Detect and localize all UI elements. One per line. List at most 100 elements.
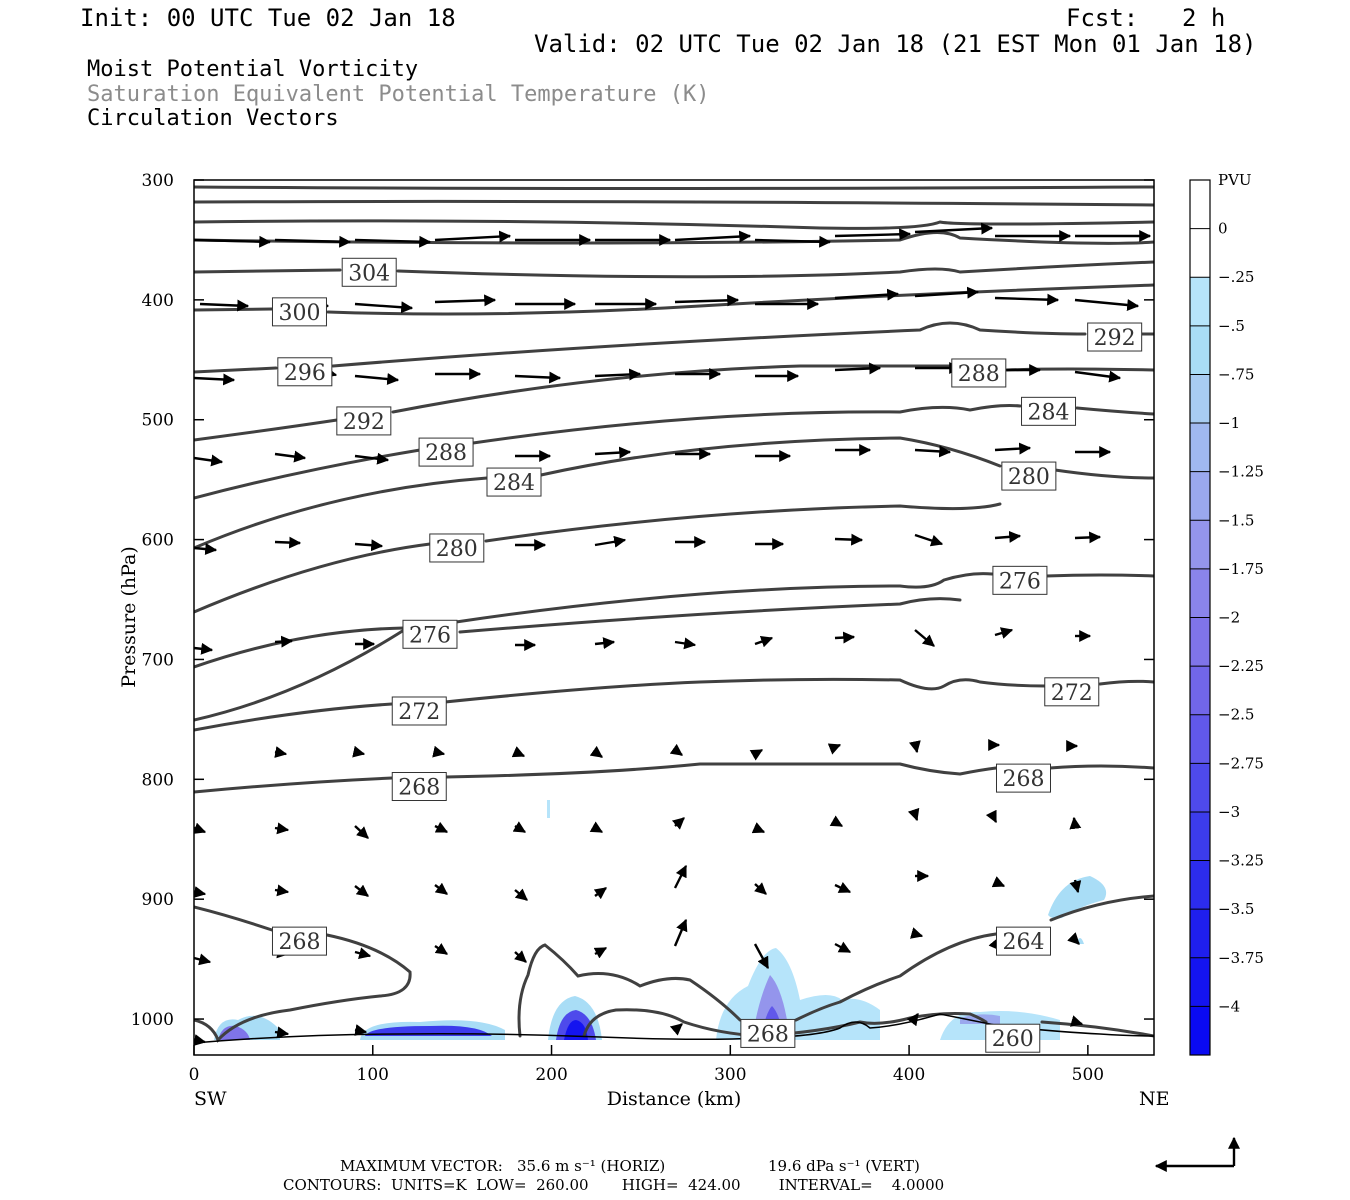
colorbar-swatch [1190,228,1210,278]
wind-vector [674,230,752,243]
wind-vector [274,822,290,835]
contour-label-box [995,763,1051,793]
contour-label: 280 [1008,465,1050,490]
theta-contours [194,185,1154,1043]
wind-vector [829,815,844,828]
wind-vector [593,887,607,900]
contour-line [194,219,1154,230]
wind-vector [753,882,767,895]
wind-vector [671,817,685,830]
x-tick-label: 300 [714,1065,746,1085]
wind-vector [274,450,307,463]
contour-label: 280 [436,537,478,562]
wind-vector [674,294,740,307]
contour-line [194,260,1154,279]
endpoint-left: SW [194,1088,227,1110]
wind-vector [354,301,414,314]
wind-vector [834,288,900,301]
max-vector-label: MAXIMUM VECTOR: [340,1157,503,1175]
wind-vector [994,530,1022,543]
wind-vector [194,642,214,655]
contour-label: 276 [409,623,451,648]
contour-label-box [277,357,333,387]
wind-vector [274,536,302,549]
contour-line [194,762,1154,794]
wind-vector [754,635,774,648]
contour-label-box [336,406,392,436]
contour-label-box [429,533,485,563]
wind-vector [1069,879,1082,894]
contour-line [194,677,1154,732]
contour-label: 288 [958,362,1000,387]
contour-label: 260 [992,1027,1034,1052]
contour-label: 268 [1002,767,1044,792]
colorbar-label: −2 [1218,609,1240,627]
contour-line [517,894,1154,1038]
pv-shading [214,800,1107,1040]
contour-line [194,502,1002,614]
y-axis-title: Pressure (hPa) [118,546,140,688]
x-tick-label: 400 [893,1065,925,1085]
contour-label-box [1044,677,1100,707]
contour-label: 292 [343,410,385,435]
wind-vector [749,748,764,761]
contour-line [194,199,1154,207]
wind-vector [834,941,852,954]
colorbar-swatch [1190,617,1210,667]
y-tick-label: 400 [142,291,174,311]
wind-vector [324,366,338,379]
wind-vector [594,446,632,459]
wind-vector [354,884,369,897]
contour-line [194,283,1154,316]
contour-label: 272 [1051,681,1093,706]
contour-label-box [418,437,474,467]
colorbar-label: −.75 [1218,365,1254,383]
contour-line [582,1008,1154,1038]
contour-label-box [740,1018,796,1048]
colorbar-swatch [1190,811,1210,862]
wind-vector [434,821,449,834]
contour-label-box [1021,396,1077,426]
wind-vector [994,627,1014,639]
wind-vector [514,888,528,901]
pv-shade-surface-west-core [218,1025,250,1040]
wind-vector [751,822,766,834]
x-axis-title: Distance (km) [607,1088,742,1110]
contour-label: 264 [1002,930,1044,955]
wind-vector [907,807,920,822]
wind-vector [834,631,856,644]
colorbar-swatch [1190,763,1210,813]
contour-label: 268 [278,930,320,955]
contour-label: 300 [278,301,320,326]
wind-vector [1067,932,1080,945]
contour-label: 304 [348,261,390,286]
wind-vector [274,746,288,758]
wind-vector [1069,816,1082,830]
wind-vector [1069,1015,1084,1027]
wind-vector [994,293,1060,306]
colorbar-swatch [1190,666,1210,716]
wind-vector [834,533,864,546]
colorbar: 0 −.25 −.5 −.75 −1 −1.25 −1.5 −1.75 −2 −2.25 −2.5 −… [1189,179,1264,1056]
y-tick-label: 900 [142,890,174,910]
colorbar-label: −3.5 [1218,900,1254,918]
wind-vector [827,743,842,755]
colorbar-swatch [1190,325,1210,375]
wind-vector [914,286,980,299]
wind-vector [274,635,294,648]
colorbar-label: −2.25 [1218,657,1264,675]
contour-label-box [1001,461,1057,491]
contour-label: 268 [398,776,440,801]
wind-vector [354,825,369,839]
x-tick-label: 0 [189,1065,200,1085]
contour-label-box [992,565,1048,595]
colorbar-label: −.25 [1218,268,1254,286]
wind-vector [594,535,627,548]
wind-vector [593,946,608,959]
wind-vector [434,943,448,955]
contour-label: 296 [284,361,326,386]
x-tick-label: 100 [357,1065,389,1085]
wind-vector [834,362,882,375]
field-title-mpv: Moist Potential Vorticity [87,57,419,82]
